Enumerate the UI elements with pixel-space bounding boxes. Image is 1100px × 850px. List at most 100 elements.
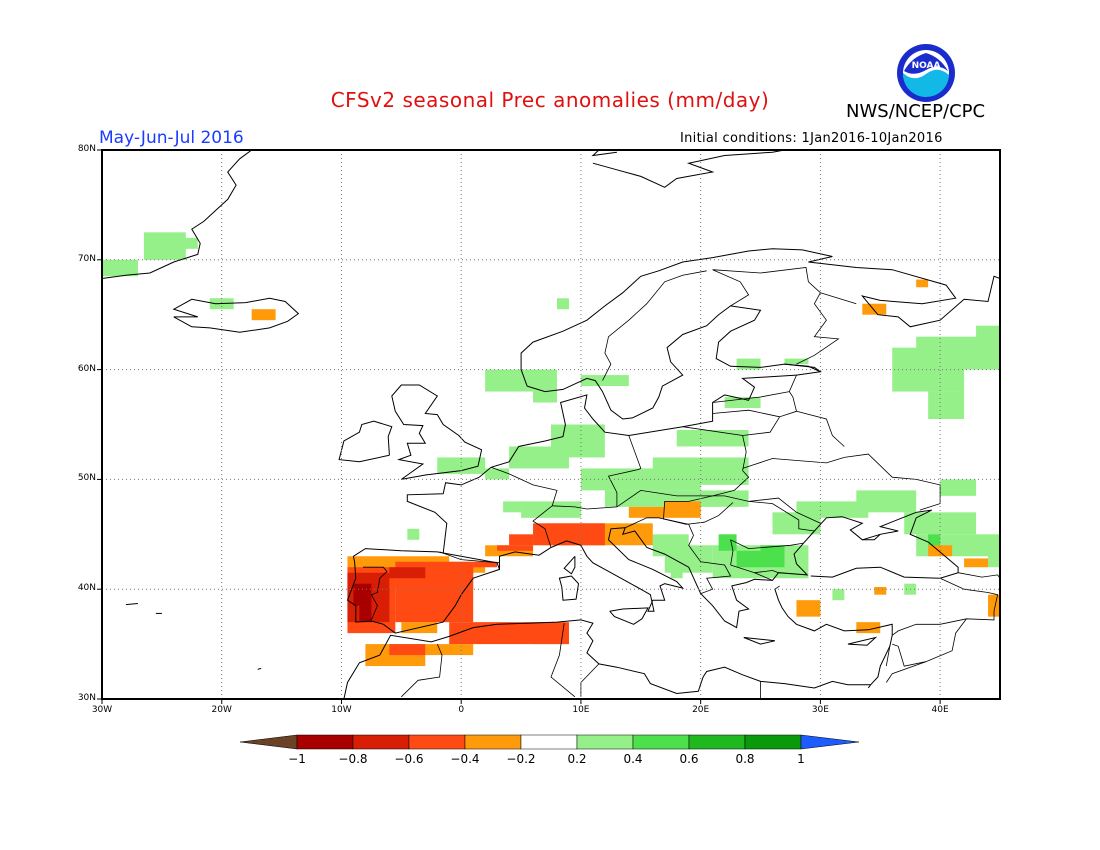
country-border [885,646,891,667]
anomaly-cell [916,279,929,288]
country-border [550,623,576,698]
anomaly-cell [580,375,629,387]
coastline [1072,243,1100,253]
colorbar-tick-label: 1 [797,752,805,766]
coastline [526,305,821,420]
country-border [774,585,780,590]
anomaly-cell [473,561,498,568]
coastline [847,636,878,646]
forecast-period: May-Jun-Jul 2016 [99,128,244,148]
map-title: CFSv2 seasonal Prec anomalies (mm/day) [330,88,770,112]
lat-label: 30N [77,693,96,703]
coastline [592,150,785,188]
country-border [363,566,388,621]
anomaly-cell [509,534,534,546]
coastline [774,589,893,689]
agency-label: NWS/NCEP/CPC [846,101,986,122]
anomaly-cell [449,622,569,645]
country-border [401,643,443,698]
colorbar [239,734,860,750]
lon-label: 10W [331,705,352,715]
lat-label: 40N [77,583,96,594]
coastline [609,607,649,625]
coastline [558,575,580,601]
coastline [391,384,483,480]
coastline [520,248,1000,387]
anomaly-cell [928,534,941,546]
country-border [552,489,821,524]
coastline [499,509,959,629]
country-border [754,572,773,581]
colorbar-segment [296,734,354,750]
lon-label: 20E [692,705,710,715]
coastline [563,555,576,575]
country-border [891,577,999,636]
colorbar-segment [632,734,690,750]
anomaly-cell [652,457,749,485]
map-frame [101,149,1001,700]
anomaly-cell [251,309,276,321]
lon-label: 10E [572,705,590,715]
country-border [712,391,790,403]
country-border [885,661,926,683]
country-border [844,453,941,511]
colorbar-segment [744,734,802,750]
anomaly-cell [628,506,701,518]
country-border [602,270,707,381]
colorbar-low-arrow [239,734,298,750]
anomaly-cell [928,391,965,420]
country-border [730,539,734,566]
country-border [712,267,840,365]
anomaly-cell [736,358,761,370]
colorbar-segment [576,734,634,750]
anomaly-cell [604,490,749,507]
anomaly-cell [102,259,138,277]
country-border [892,618,967,667]
anomaly-cells [102,232,1000,667]
anomaly-cell [437,457,486,474]
lat-label: 80N [77,144,96,154]
coastline [125,603,138,606]
colorbar-segment [520,734,578,750]
anomaly-cell [796,600,821,617]
country-border [712,409,780,418]
anomaly-cell [353,583,372,606]
colorbar-tick-label: −0.8 [338,752,368,766]
noaa-logo: NOAA [897,44,955,102]
coastline [743,637,776,645]
noaa-logo-text: NOAA [912,61,941,71]
lat-label: 50N [77,473,96,484]
colorbar-tick-label: −0.4 [450,752,480,766]
anomaly-cell [832,589,845,601]
coastline [862,533,881,541]
anomaly-cell [652,534,689,557]
anomaly-cell [676,429,749,447]
lon-label: 20W [211,705,232,715]
coastline [102,150,252,279]
country-border [625,517,732,594]
lon-label: 0 [458,705,465,715]
colorbar-tick-label: −0.6 [394,752,424,766]
anomaly-cell [760,545,785,557]
anomaly-cell [161,237,198,249]
coastline [406,374,797,554]
anomaly-cell [533,523,605,546]
country-border [958,572,1000,579]
coastline [338,420,393,463]
country-border [748,501,815,532]
anomaly-cell [964,558,989,568]
coastline [591,150,617,157]
axis-ticks [97,149,941,704]
country-border [439,551,500,564]
coastline [257,667,262,670]
country-border [580,663,600,697]
anomaly-cell [556,298,569,310]
colorbar-tick-label: 0.4 [623,752,643,766]
anomaly-cell [856,622,881,634]
anomaly-cell [988,594,1000,617]
colorbar-segment [464,734,522,750]
coastlines [102,150,1100,699]
coastline [784,363,823,376]
lon-label: 30W [91,705,113,715]
anomaly-cell [664,501,701,513]
